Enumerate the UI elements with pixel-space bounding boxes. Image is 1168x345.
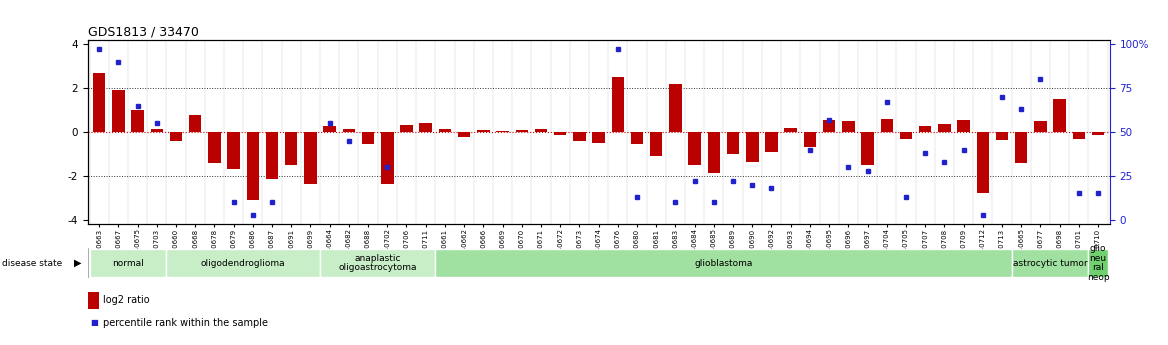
Bar xyxy=(554,132,566,135)
Bar xyxy=(996,132,1008,140)
Bar xyxy=(90,249,166,277)
Bar xyxy=(166,249,320,277)
Bar xyxy=(342,129,355,132)
Bar xyxy=(1034,121,1047,132)
Bar xyxy=(958,120,969,132)
Bar xyxy=(436,249,1011,277)
Bar xyxy=(304,132,317,184)
Bar xyxy=(881,119,894,132)
Bar xyxy=(246,132,259,200)
Bar xyxy=(93,73,105,132)
Text: anaplastic
oligoastrocytoma: anaplastic oligoastrocytoma xyxy=(339,254,417,273)
Bar xyxy=(669,83,682,132)
Bar xyxy=(324,127,336,132)
Bar xyxy=(976,132,989,194)
Bar xyxy=(746,132,758,161)
Text: glioblastoma: glioblastoma xyxy=(694,258,752,268)
Bar xyxy=(842,121,855,132)
Bar xyxy=(708,132,721,172)
Bar xyxy=(131,110,144,132)
Bar xyxy=(938,124,951,132)
Bar xyxy=(1015,132,1028,163)
Bar xyxy=(320,249,436,277)
Bar xyxy=(189,116,201,132)
Text: glio
neu
ral
neop: glio neu ral neop xyxy=(1086,244,1110,282)
Text: ▶: ▶ xyxy=(74,258,81,268)
Bar xyxy=(785,128,797,132)
Bar xyxy=(573,132,585,141)
Bar xyxy=(266,132,278,179)
Bar xyxy=(1011,249,1089,277)
Text: disease state: disease state xyxy=(2,258,65,268)
Bar xyxy=(228,132,239,169)
Text: GDS1813 / 33470: GDS1813 / 33470 xyxy=(88,26,199,39)
Bar xyxy=(401,125,412,132)
Bar xyxy=(861,132,874,165)
Bar xyxy=(169,132,182,141)
Bar xyxy=(804,132,816,147)
Bar xyxy=(592,132,605,143)
Bar xyxy=(477,130,489,132)
Bar xyxy=(823,120,835,132)
Bar xyxy=(285,132,298,165)
Bar xyxy=(458,132,471,137)
Bar xyxy=(612,77,624,132)
Bar xyxy=(208,132,221,163)
Bar xyxy=(151,129,164,132)
Bar xyxy=(496,131,509,132)
Text: log2 ratio: log2 ratio xyxy=(103,295,150,305)
Bar xyxy=(919,127,931,132)
Text: oligodendroglioma: oligodendroglioma xyxy=(201,258,285,268)
Text: ■: ■ xyxy=(90,318,98,327)
Bar xyxy=(649,132,662,156)
Bar xyxy=(419,123,432,132)
Bar xyxy=(515,130,528,132)
Bar xyxy=(726,132,739,154)
Text: astrocytic tumor: astrocytic tumor xyxy=(1013,258,1087,268)
Bar xyxy=(112,90,125,132)
Bar xyxy=(535,129,548,132)
Bar xyxy=(1054,99,1066,132)
Bar xyxy=(1072,132,1085,139)
Bar xyxy=(688,132,701,165)
Bar xyxy=(1092,132,1104,135)
Text: normal: normal xyxy=(112,258,144,268)
Bar xyxy=(899,132,912,139)
Bar xyxy=(765,132,778,152)
Bar xyxy=(439,129,451,132)
Text: percentile rank within the sample: percentile rank within the sample xyxy=(103,318,267,327)
Bar xyxy=(362,132,374,144)
Bar xyxy=(631,132,644,144)
Bar xyxy=(381,132,394,184)
Bar xyxy=(1089,249,1107,277)
